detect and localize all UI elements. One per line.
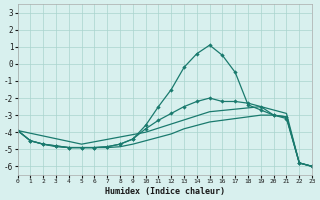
X-axis label: Humidex (Indice chaleur): Humidex (Indice chaleur) bbox=[105, 187, 225, 196]
